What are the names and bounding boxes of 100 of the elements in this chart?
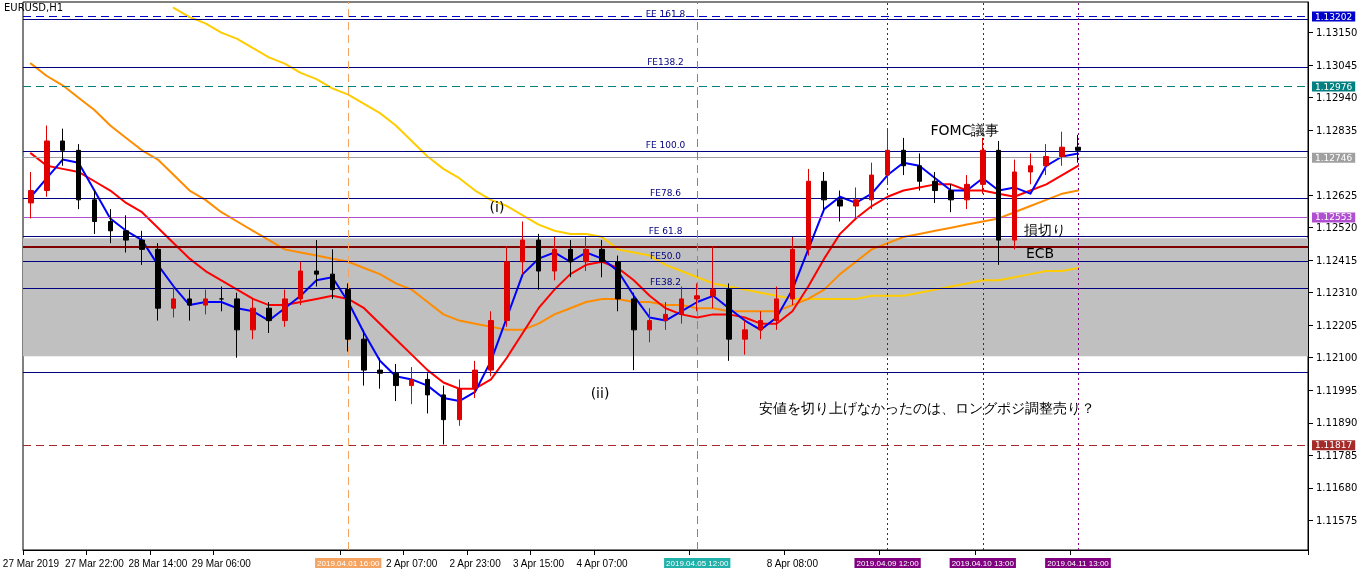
ref-line-label: FE 100.0 — [645, 140, 686, 151]
candlestick — [615, 255, 621, 312]
ref-line-label: 1.13202 — [1315, 11, 1353, 22]
candlestick — [758, 310, 763, 340]
candlestick — [694, 282, 700, 312]
ref-line-label: 1.12976 — [1315, 81, 1353, 92]
candlestick — [568, 239, 573, 278]
y-tick-label: 1.12100 — [1316, 352, 1358, 364]
x-tick-label: 27 Mar 22:00 — [64, 557, 125, 569]
x-tick-label: 2019.04.01 16:00 — [317, 558, 380, 568]
x-tick-label: 8 Apr 08:00 — [766, 557, 819, 569]
candlestick — [1028, 152, 1033, 185]
candlestick — [980, 137, 986, 195]
candlestick — [1043, 143, 1049, 176]
chart-title: EURUSD,H1 — [4, 1, 64, 13]
candlestick — [536, 233, 541, 291]
candlestick — [28, 171, 34, 219]
candlestick — [948, 183, 954, 213]
candlestick — [330, 248, 335, 300]
y-tick-label: 1.11890 — [1316, 417, 1358, 429]
candlestick — [742, 320, 748, 356]
candlestick — [393, 363, 399, 402]
candlestick — [631, 292, 637, 371]
ref-line-label: FE 61.8 — [648, 225, 683, 236]
x-tick-label: 2019.04.11 13:00 — [1047, 558, 1110, 568]
annotation: (i) — [489, 199, 505, 215]
x-tick-label: 2019.04.10 13:00 — [951, 558, 1015, 568]
candlestick — [282, 289, 288, 328]
candlestick — [806, 168, 811, 257]
ref-line-label: FE78.6 — [650, 188, 682, 199]
ref-line-label: 1.12553 — [1315, 212, 1353, 223]
x-tick-label: 3 Apr 15:00 — [513, 557, 565, 569]
candlestick — [853, 186, 859, 219]
annotation: 損切り — [1024, 222, 1066, 238]
candlestick — [488, 310, 494, 377]
candlestick — [932, 171, 938, 204]
candlestick — [520, 221, 525, 275]
candlestick — [266, 301, 272, 334]
candlestick — [917, 152, 922, 192]
y-tick-label: 1.11785 — [1316, 449, 1358, 461]
ref-line-label: 1.12746 — [1315, 152, 1353, 163]
candlestick — [123, 214, 129, 253]
x-tick-label: 28 Mar 14:00 — [128, 557, 188, 569]
y-tick-label: 1.13150 — [1316, 27, 1358, 39]
x-tick-label: 2 Apr 07:00 — [386, 557, 438, 569]
ref-line-label: 1.11817 — [1315, 440, 1353, 451]
ref-line-label: FE38.2 — [650, 277, 681, 288]
y-tick-label: 1.12835 — [1316, 124, 1358, 136]
candlestick — [583, 236, 589, 272]
candlestick — [472, 360, 478, 399]
candlestick — [663, 301, 668, 331]
candlestick — [901, 137, 906, 176]
candlestick — [250, 298, 256, 340]
x-tick-label: 27 Mar 2019 — [2, 557, 60, 569]
candlestick — [726, 282, 732, 362]
candlestick — [964, 174, 970, 210]
candlestick — [1059, 131, 1065, 167]
candlestick — [314, 239, 319, 288]
y-tick-label: 1.12625 — [1316, 189, 1358, 201]
x-tick-label: 2 Apr 23:00 — [449, 557, 502, 569]
candlestick — [599, 239, 605, 278]
ref-line-label: FE50.0 — [650, 250, 682, 261]
candlestick — [504, 245, 510, 328]
candlestick — [1012, 159, 1017, 250]
candlestick — [219, 286, 224, 312]
candlestick — [885, 128, 890, 185]
candlestick — [996, 140, 1001, 266]
candlestick — [774, 286, 779, 331]
candlestick — [44, 125, 50, 198]
y-tick-label: 1.12205 — [1316, 319, 1358, 331]
candlestick — [92, 190, 97, 235]
annotation: (ii) — [590, 385, 610, 401]
candlestick — [139, 230, 145, 266]
x-tick-label: 4 Apr 07:00 — [576, 557, 629, 569]
candlestick — [108, 208, 113, 244]
candlestick — [298, 261, 303, 306]
x-tick-label: 2019.04.05 12:00 — [666, 558, 729, 568]
candlestick — [60, 128, 65, 167]
y-tick-label: 1.11680 — [1316, 482, 1358, 494]
x-tick-label: 29 Mar 06:00 — [191, 557, 252, 569]
y-tick-label: 1.13045 — [1316, 59, 1358, 71]
annotation: ECB — [1025, 245, 1055, 261]
candlestick — [869, 162, 874, 210]
x-tick-label: 2019.04.09 12:00 — [856, 558, 920, 568]
candlestick — [409, 366, 414, 405]
y-tick-label: 1.11995 — [1316, 384, 1358, 396]
y-tick-label: 1.12310 — [1316, 287, 1358, 299]
y-tick-label: 1.12520 — [1316, 222, 1358, 234]
candlestick — [1075, 134, 1081, 164]
y-tick-label: 1.12940 — [1316, 92, 1358, 104]
candlestick — [552, 236, 557, 281]
candlestick — [821, 171, 827, 213]
candlestick — [155, 242, 161, 322]
candlestick — [203, 289, 208, 315]
candlestick — [187, 289, 192, 322]
candlestick — [790, 236, 795, 306]
candlestick — [361, 329, 367, 387]
candlestick — [679, 286, 684, 325]
annotation: FOMC議事 — [930, 122, 1000, 138]
candlestick — [377, 357, 383, 390]
